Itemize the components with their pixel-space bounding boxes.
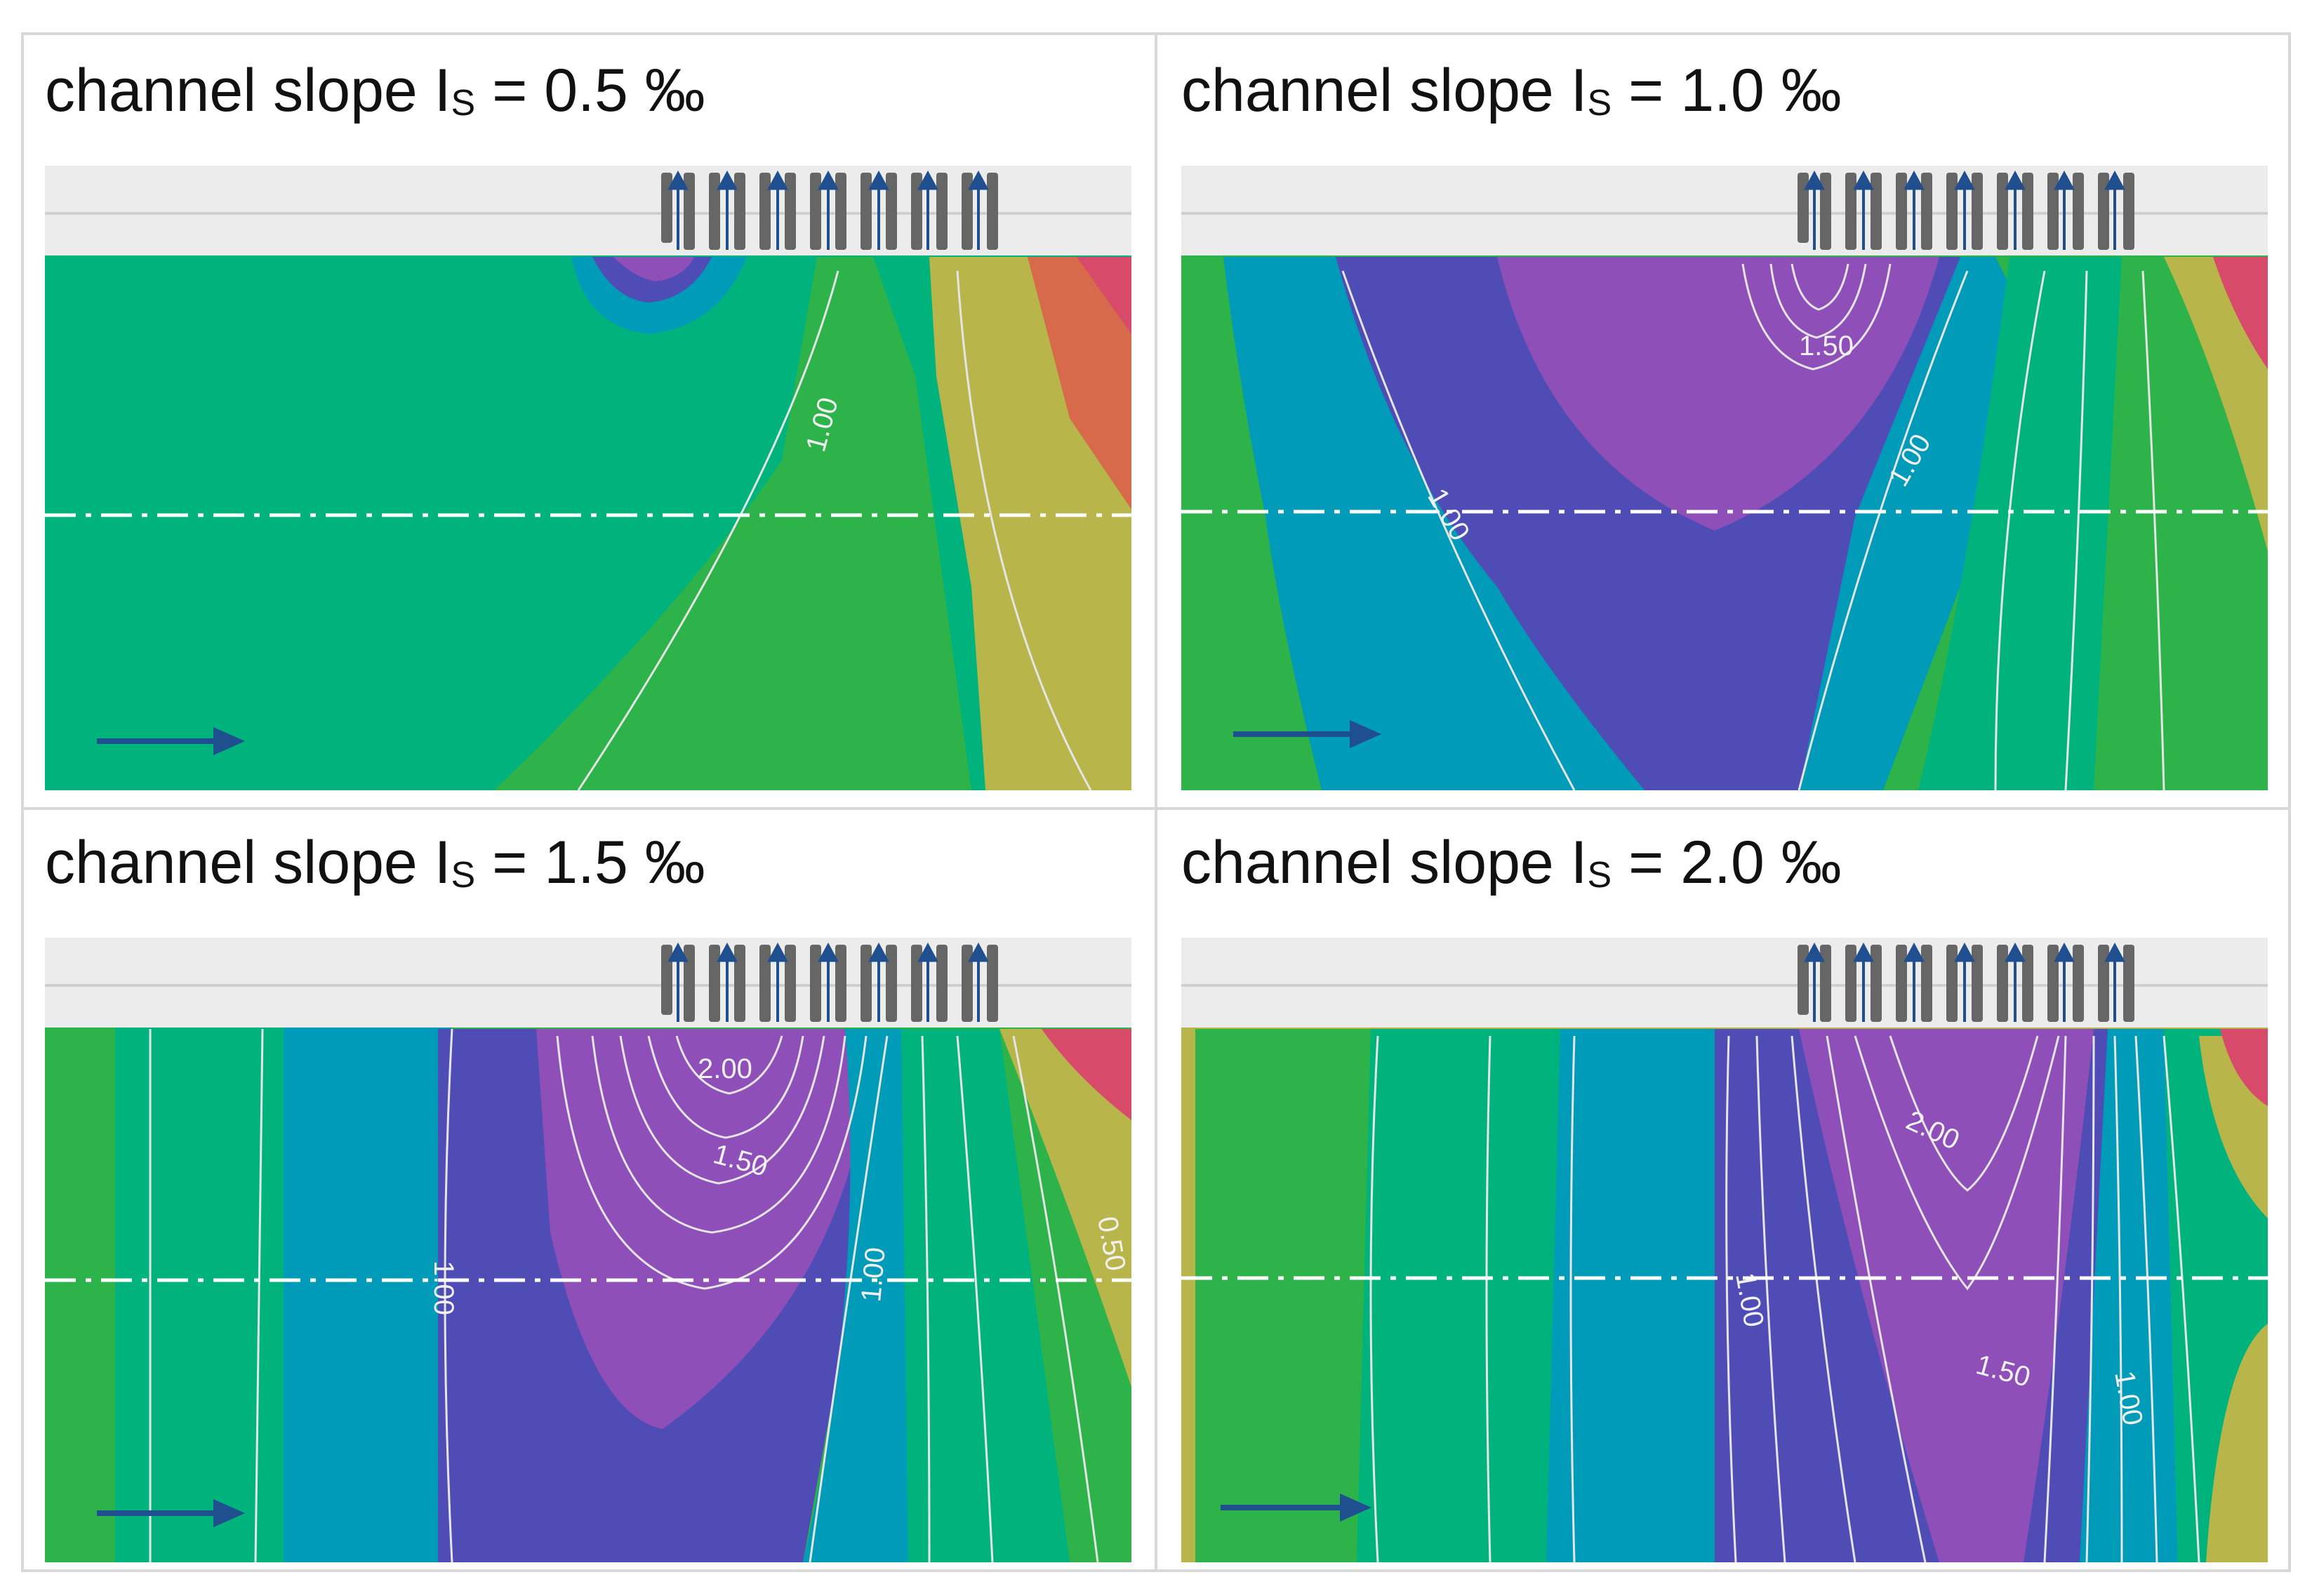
- wall-edge: [45, 984, 1131, 987]
- teal-region-right: [901, 1029, 1070, 1562]
- contour-line: [1012, 1035, 1099, 1562]
- contour-line: [2113, 1035, 2123, 1562]
- red-region: [1077, 257, 1131, 334]
- wall: [1181, 938, 2268, 1028]
- contour-plot: 2.00 1.50 1.00 1.00: [1181, 938, 2268, 1562]
- contour-line: [921, 1035, 931, 1562]
- wall-edge: [45, 212, 1131, 215]
- teal-region: [115, 938, 312, 1562]
- red-region: [2220, 1029, 2268, 1106]
- flow-arrow: [1233, 720, 1381, 748]
- purple-region: [1497, 257, 1939, 531]
- contour-line: [2134, 1035, 2158, 1562]
- panel-slope-1-5: channel slope IS = 1.5 ‰ 2.00 1.5: [21, 804, 1154, 1576]
- flow-arrow: [97, 1499, 245, 1527]
- contour-line: [1854, 1035, 2060, 1291]
- panel-title: channel slope IS = 2.0 ‰: [1181, 829, 1842, 896]
- contour-line: [1889, 1035, 2039, 1192]
- contour-line: [1341, 270, 1576, 790]
- contour-label: 1.00: [856, 1246, 891, 1303]
- contour-plot-svg: 2.00 1.50 1.00 1.00: [1181, 938, 2268, 1562]
- purple-region: [536, 1029, 873, 1429]
- blue-region-right: [803, 1029, 922, 1562]
- olive-region: [2164, 257, 2268, 552]
- panel-slope-0-5: channel slope IS = 0.5 ‰ 1.00: [21, 32, 1154, 804]
- contour-line: [1741, 263, 1892, 371]
- contour-line: [1369, 1035, 1379, 1562]
- contour-line: [956, 1035, 994, 1562]
- outlet-array: [661, 942, 998, 1022]
- contour-plot: 1.00: [45, 166, 1131, 790]
- wall-edge: [1181, 984, 2268, 987]
- contour-plot: 2.00 1.50 1.00 1.00 0.50: [45, 938, 1131, 1562]
- contour-line: [254, 1028, 264, 1562]
- contour-plot-svg: 2.00 1.50 1.00 1.00 0.50: [45, 938, 1131, 1562]
- contour-line: [577, 270, 839, 790]
- contour-plot-svg: 1.00: [45, 166, 1131, 790]
- vertical-divider: [1155, 32, 1157, 1572]
- outlet-array: [1798, 942, 2134, 1022]
- red-region: [2213, 257, 2268, 369]
- contour-line: [1826, 1035, 1927, 1562]
- contour-line: [591, 1035, 846, 1234]
- contour-line: [1725, 1035, 1737, 1562]
- contour-line: [809, 1035, 889, 1562]
- panel-title: channel slope IS = 1.5 ‰: [45, 829, 705, 896]
- panel-slope-1-0: channel slope IS = 1.0 ‰ 1.50 1.00 1.00: [1157, 32, 2290, 804]
- contour-line: [2064, 270, 2088, 790]
- blue-region: [284, 938, 452, 1562]
- contour-line: [556, 1035, 868, 1290]
- contour-line: [956, 270, 1092, 790]
- red-region: [1042, 1029, 1131, 1120]
- contour-line: [1994, 270, 2046, 790]
- horizontal-divider: [21, 807, 2291, 810]
- panel-slope-2-0: channel slope IS = 2.0 ‰: [1157, 804, 2290, 1576]
- contour-line: [1485, 1035, 1491, 1562]
- flow-arrow: [1221, 1494, 1371, 1522]
- purple-region: [1799, 1029, 2094, 1562]
- contour-line: [2162, 1035, 2200, 1562]
- contour-line: [1798, 270, 1969, 790]
- contour-line: [675, 1035, 783, 1095]
- green-region: [1195, 1029, 1378, 1562]
- contour-line: [647, 1035, 804, 1139]
- panel-title: channel slope IS = 1.0 ‰: [1181, 57, 1842, 124]
- green-region: [494, 257, 971, 790]
- blue-region: [1546, 1029, 1729, 1562]
- contour-line: [1791, 1035, 1856, 1562]
- contour-line: [1769, 263, 1867, 339]
- teal-region: [1918, 257, 2122, 790]
- contour-plot: 1.50 1.00 1.00: [1181, 166, 2268, 790]
- wall: [45, 166, 1131, 255]
- contour-line: [2085, 1035, 2095, 1562]
- contour-line: [1791, 263, 1849, 311]
- teal-region: [1357, 1029, 1574, 1562]
- wall: [45, 938, 1131, 1028]
- outlet-array: [661, 170, 998, 250]
- contour-line: [1755, 1035, 1786, 1562]
- orange-region: [1028, 257, 1131, 510]
- contour-label: 1.00: [428, 1261, 459, 1315]
- contour-line: [444, 1028, 453, 1562]
- wall-edge: [1181, 212, 2268, 215]
- purple-region: [613, 257, 694, 281]
- contour-line: [2043, 1035, 2067, 1562]
- panel-title: channel slope IS = 0.5 ‰: [45, 57, 705, 124]
- wall: [1181, 166, 2268, 255]
- olive-region: [999, 1029, 1131, 1387]
- contour-line: [619, 1035, 825, 1185]
- contour-plot-svg: 1.50 1.00 1.00: [1181, 166, 2268, 790]
- flow-arrow: [97, 727, 245, 755]
- contour-label: 1.50: [1799, 331, 1854, 361]
- contour-line: [2141, 270, 2165, 790]
- contour-line: [1569, 1035, 1576, 1562]
- contour-label: 2.00: [698, 1053, 752, 1084]
- outlet-array: [1798, 170, 2134, 250]
